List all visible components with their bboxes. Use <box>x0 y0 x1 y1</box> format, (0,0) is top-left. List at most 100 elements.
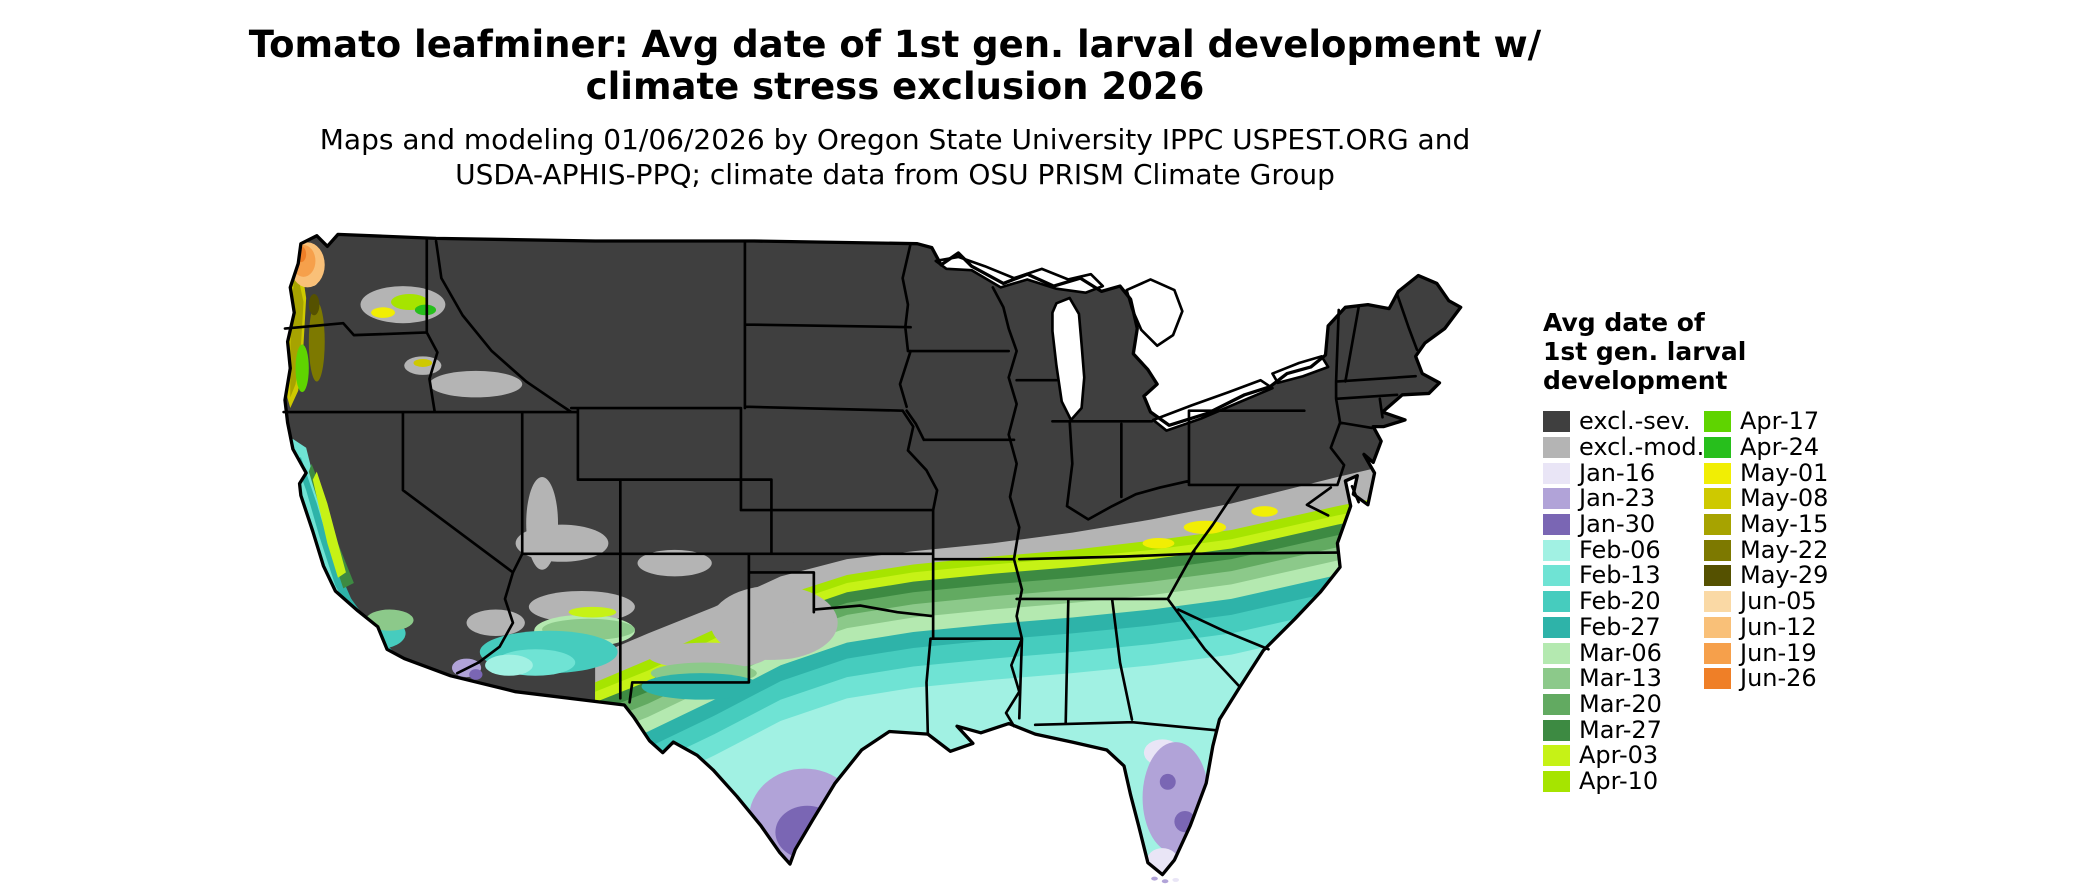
page-subtitle: Maps and modeling 01/06/2026 by Oregon S… <box>0 122 1790 192</box>
legend-swatch <box>1704 539 1731 561</box>
legend-swatch <box>1704 488 1731 510</box>
map-region-blob <box>1159 773 1176 790</box>
legend-label: Jan-23 <box>1579 484 1656 513</box>
legend-swatch <box>1704 437 1731 459</box>
legend-column-2: Apr-17 Apr-24 May-01 May-08 <box>1704 409 1828 692</box>
legend-swatch <box>1543 770 1570 792</box>
legend-swatch <box>1543 616 1570 638</box>
appalachian-yellow-flecks <box>1142 506 1278 549</box>
legend-row: Jun-26 <box>1704 666 1828 692</box>
map-region-blob <box>413 358 433 367</box>
legend-label: Jan-30 <box>1579 510 1656 539</box>
map-region-blob <box>312 471 346 578</box>
us-map-svg <box>282 232 1463 884</box>
map-region-blob <box>1142 537 1175 549</box>
legend-swatch <box>1704 616 1731 638</box>
legend-label: May-29 <box>1740 561 1829 590</box>
legend-column-1: excl.-sev. excl.-mod. Jan-16 Jan <box>1543 409 1704 794</box>
legend-label: Apr-17 <box>1740 407 1820 436</box>
legend-label: Jun-26 <box>1740 664 1817 693</box>
map-region-blob <box>1251 506 1278 517</box>
map-region-blob <box>466 609 525 637</box>
legend-row: May-29 <box>1704 563 1828 589</box>
map-legend: Avg date of 1st gen. larval development … <box>1543 308 2083 793</box>
legend-swatch <box>1704 565 1731 587</box>
legend-label: excl.-mod. <box>1579 433 1705 462</box>
legend-row: Feb-06 <box>1543 537 1704 563</box>
legend-row: Mar-06 <box>1543 640 1704 666</box>
map-region-blob <box>1142 742 1209 854</box>
legend-row: Mar-27 <box>1543 717 1704 743</box>
legend-row: Apr-17 <box>1704 409 1828 435</box>
map-region-blob <box>568 606 617 618</box>
legend-row: Apr-10 <box>1543 766 1704 795</box>
legend-label: Apr-03 <box>1579 741 1659 770</box>
state-borders <box>282 237 1419 736</box>
map-region-blob <box>308 301 325 382</box>
lake-michigan <box>1051 296 1086 422</box>
map-region-blob <box>1161 879 1169 884</box>
legend-row: excl.-mod. <box>1543 435 1704 461</box>
page-title-line2: climate stress exclusion 2026 <box>585 65 1205 108</box>
legend-swatch <box>1543 565 1570 587</box>
legend-row: May-22 <box>1704 537 1828 563</box>
map-region-blob <box>371 307 395 318</box>
legend-swatch <box>1543 591 1570 613</box>
legend-label: Mar-27 <box>1579 715 1662 744</box>
legend-swatch <box>1704 668 1731 690</box>
legend-row: Jan-23 <box>1543 486 1704 512</box>
map-region-blob <box>526 476 559 570</box>
legend-swatch <box>1543 411 1570 433</box>
legend-label: Feb-20 <box>1579 587 1661 616</box>
legend-swatch <box>1543 693 1570 715</box>
page-title: Tomato leafminer: Avg date of 1st gen. l… <box>0 24 1790 108</box>
legend-label: Apr-24 <box>1740 433 1820 462</box>
legend-row: May-08 <box>1704 486 1828 512</box>
legend-swatch <box>1543 745 1570 767</box>
map-fill-layer <box>284 234 1461 875</box>
legend-swatch <box>1543 719 1570 741</box>
legend-row: Apr-03 <box>1543 743 1704 769</box>
legend-swatch <box>1704 642 1731 664</box>
legend-title-line2: 1st gen. larval <box>1543 337 1747 366</box>
legend-row: May-15 <box>1704 512 1828 538</box>
map-region-blob <box>469 669 483 680</box>
legend-swatch <box>1543 642 1570 664</box>
legend-label: May-08 <box>1740 484 1829 513</box>
map-region-blob <box>485 654 533 676</box>
map-region-blob <box>365 609 414 631</box>
legend-label: May-15 <box>1740 510 1829 539</box>
legend-label: Feb-27 <box>1579 612 1661 641</box>
map-region-blob <box>1172 877 1180 882</box>
legend-row: Jun-19 <box>1704 640 1828 666</box>
map-region-blob <box>295 344 309 393</box>
legend-label: May-01 <box>1740 458 1829 487</box>
southwest-details <box>451 606 761 700</box>
legend-row: Jun-12 <box>1704 614 1828 641</box>
legend-row: Feb-27 <box>1543 612 1704 641</box>
legend-label: Feb-13 <box>1579 561 1661 590</box>
map-region-blob <box>308 294 320 316</box>
legend-row: Feb-13 <box>1543 563 1704 589</box>
legend-row: Mar-13 <box>1543 666 1704 692</box>
legend-label: Jun-05 <box>1740 587 1817 616</box>
map-region-blob <box>1151 876 1158 881</box>
legend-row: Jun-05 <box>1704 589 1828 615</box>
legend-title-line1: Avg date of <box>1543 308 1705 337</box>
legend-label: Apr-10 <box>1579 766 1659 795</box>
page-subtitle-line1: Maps and modeling 01/06/2026 by Oregon S… <box>319 123 1471 156</box>
legend-swatch <box>1543 488 1570 510</box>
map-region-blob <box>351 633 384 650</box>
legend-row: May-01 <box>1704 460 1828 486</box>
legend-swatch <box>1704 462 1731 484</box>
legend-label: Mar-20 <box>1579 689 1662 718</box>
legend-swatch <box>1543 462 1570 484</box>
map-region-blob <box>648 642 768 670</box>
legend-label: excl.-sev. <box>1579 407 1691 436</box>
legend-row: excl.-sev. <box>1543 409 1704 435</box>
legend-label: Jan-16 <box>1579 458 1656 487</box>
legend-row: Mar-20 <box>1543 689 1704 718</box>
legend-swatch <box>1704 411 1731 433</box>
legend-row: Apr-24 <box>1704 435 1828 461</box>
